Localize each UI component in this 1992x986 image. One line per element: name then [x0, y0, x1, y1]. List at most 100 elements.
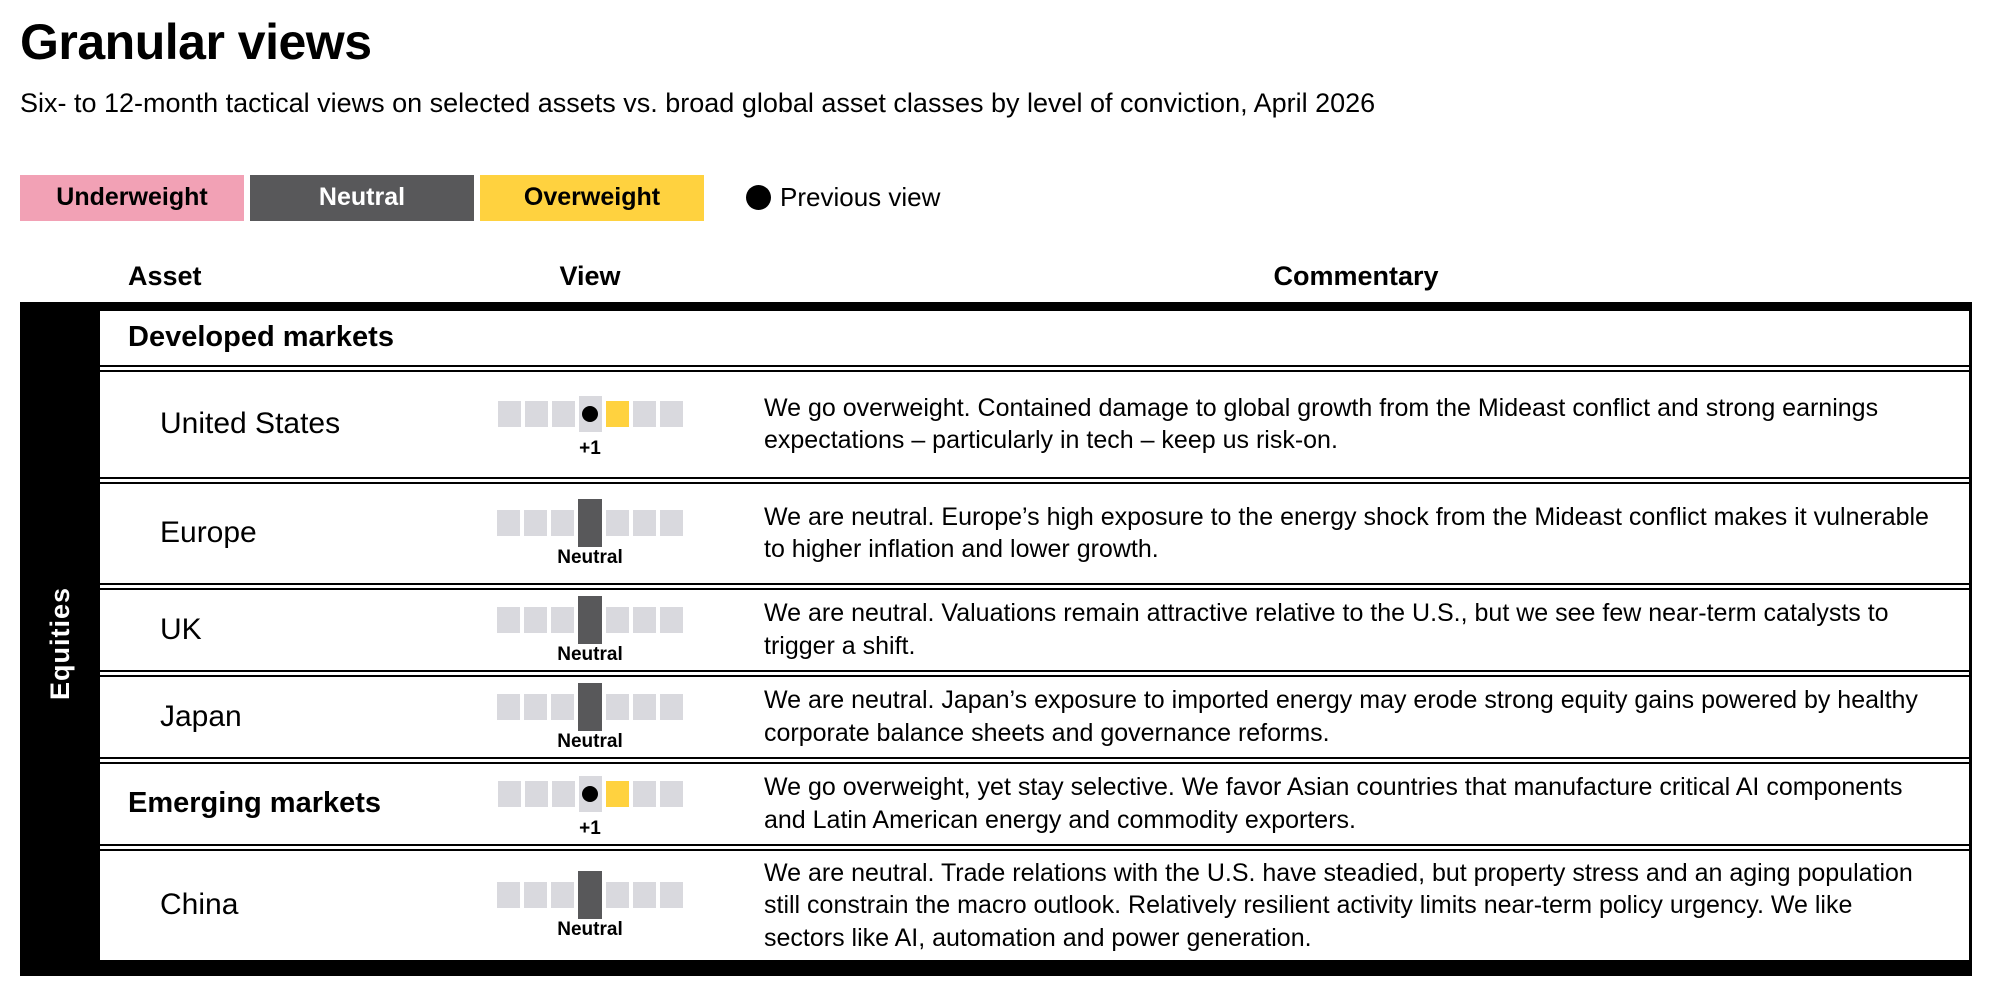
scale-square — [578, 871, 602, 920]
view-indicator: +1 — [440, 764, 740, 844]
scale-square — [524, 780, 548, 807]
column-headers: Asset View Commentary — [20, 261, 1972, 292]
previous-view-dot-icon — [746, 185, 771, 211]
view-indicator: Neutral — [440, 590, 740, 670]
page-title: Granular views — [20, 14, 372, 70]
scale-square — [551, 510, 574, 537]
asset-name: China — [160, 888, 239, 922]
table-row: Japan Neutral We are neutral. Japan’s ex… — [100, 669, 1969, 757]
scale-square — [606, 510, 629, 537]
scale-square — [497, 693, 520, 720]
scale-square — [524, 606, 547, 633]
scale-square — [524, 882, 547, 909]
view-indicator: +1 — [440, 384, 740, 464]
legend-underweight-badge: Underweight — [20, 174, 244, 221]
scale-square — [632, 780, 656, 807]
column-header-view: View — [559, 260, 621, 291]
section-header-row: Developed markets — [100, 310, 1969, 365]
table-row: Europe Neutral We are neutral. Europe’s … — [100, 476, 1969, 583]
commentary-text: We go overweight, yet stay selective. We… — [764, 773, 1903, 834]
scale-square — [660, 510, 683, 537]
scale-square — [551, 606, 574, 633]
scale-square — [660, 882, 683, 909]
column-header-commentary: Commentary — [1273, 260, 1439, 291]
scale-square — [578, 682, 602, 731]
asset-class-rail: Equities — [20, 310, 100, 977]
section-title: Developed markets — [128, 321, 394, 354]
previous-view-label: Previous view — [780, 182, 941, 213]
conviction-scale — [497, 871, 683, 920]
view-indicator: Neutral — [440, 493, 740, 573]
legend-neutral-badge: Neutral — [250, 174, 474, 221]
view-value-label: +1 — [579, 817, 601, 839]
conviction-scale — [497, 595, 683, 644]
view-indicator: Neutral — [440, 865, 740, 945]
scale-square — [524, 401, 548, 428]
conviction-scale — [497, 682, 683, 731]
scale-square — [633, 510, 656, 537]
scale-square — [578, 499, 602, 548]
scale-square — [497, 882, 520, 909]
scale-square — [633, 693, 656, 720]
table-row: Emerging markets +1 We go overweight, ye… — [100, 756, 1969, 844]
scale-square — [551, 693, 574, 720]
scale-square — [524, 693, 547, 720]
scale-square — [551, 401, 575, 428]
next-section-divider — [100, 960, 1969, 977]
scale-square — [551, 882, 574, 909]
commentary-text: We are neutral. Europe’s high exposure t… — [764, 502, 1929, 564]
view-value-label: Neutral — [557, 643, 623, 665]
scale-square — [497, 780, 521, 807]
table-row: UK Neutral We are neutral. Valuations re… — [100, 582, 1969, 670]
asset-name: Japan — [160, 699, 242, 733]
conviction-scale — [497, 770, 683, 818]
previous-view-dot — [582, 406, 598, 423]
scale-square — [605, 401, 629, 428]
previous-view-dot — [582, 785, 598, 802]
scale-square — [551, 780, 575, 807]
scale-square — [606, 606, 629, 633]
conviction-scale — [497, 499, 683, 548]
scale-square — [497, 606, 520, 633]
asset-name: United States — [160, 407, 341, 441]
scale-square — [632, 401, 656, 428]
asset-class-label: Equities — [44, 586, 75, 700]
scale-square — [606, 882, 629, 909]
view-indicator: Neutral — [440, 677, 740, 757]
scale-square — [578, 595, 602, 644]
scale-square — [524, 510, 547, 537]
table-rows: Developed markets United States +1 We go… — [100, 310, 1972, 977]
views-table: Equities Developed markets United States… — [20, 301, 1972, 977]
asset-name: Europe — [160, 516, 257, 550]
column-header-asset: Asset — [128, 260, 202, 291]
legend-previous-view: Previous view — [746, 182, 940, 213]
scale-square — [578, 396, 602, 433]
table-row: United States +1 We go overweight. Conta… — [100, 364, 1969, 477]
scale-square — [633, 606, 656, 633]
legend: Underweight Neutral Overweight Previous … — [20, 174, 1972, 221]
scale-square — [578, 775, 602, 812]
view-value-label: Neutral — [557, 730, 623, 752]
legend-overweight-badge: Overweight — [480, 174, 704, 221]
asset-name: UK — [160, 612, 202, 646]
commentary-text: We are neutral. Valuations remain attrac… — [764, 599, 1889, 660]
commentary-text: We are neutral. Japan’s exposure to impo… — [764, 686, 1918, 747]
view-value-label: +1 — [579, 438, 601, 460]
scale-square — [497, 510, 520, 537]
scale-square — [659, 401, 683, 428]
scale-square — [660, 693, 683, 720]
asset-name: Emerging markets — [128, 787, 382, 820]
view-value-label: Neutral — [557, 547, 623, 569]
scale-square — [660, 606, 683, 633]
table-row: China Neutral We are neutral. Trade rela… — [100, 843, 1969, 961]
scale-square — [606, 693, 629, 720]
scale-square — [605, 780, 629, 807]
scale-square — [659, 780, 683, 807]
conviction-scale — [497, 390, 683, 438]
page-subtitle: Six- to 12-month tactical views on selec… — [20, 87, 1376, 118]
scale-square — [497, 401, 521, 428]
scale-square — [633, 882, 656, 909]
view-value-label: Neutral — [557, 919, 623, 941]
commentary-text: We go overweight. Contained damage to gl… — [764, 393, 1879, 455]
